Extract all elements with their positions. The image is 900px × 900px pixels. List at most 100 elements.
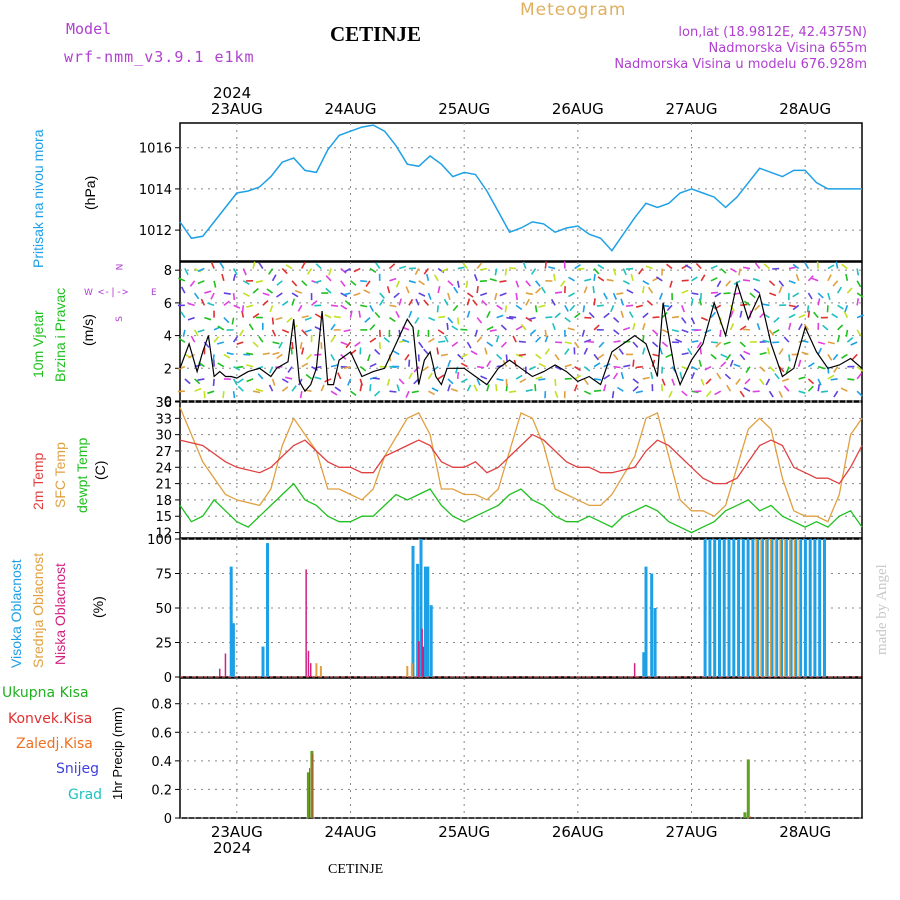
wind-barb (833, 366, 839, 373)
wind-barb (647, 286, 654, 294)
compass-west: W (84, 288, 93, 298)
wind-barb (212, 354, 215, 362)
total-precip-bar (310, 750, 314, 818)
wind-barb (661, 341, 669, 348)
wind-barb (769, 292, 777, 297)
wind-barb (392, 350, 400, 356)
wind-barb (752, 277, 760, 282)
wind-barb (598, 341, 605, 348)
wind-barb (845, 329, 849, 337)
wind-barb (354, 341, 361, 347)
wind-barb (699, 347, 703, 355)
wind-barb (742, 279, 751, 282)
wind-barb (847, 378, 855, 381)
y-tick-label: 27 (155, 445, 172, 460)
wind-barb (645, 265, 653, 270)
wind-barb (827, 292, 831, 301)
wind-barb (681, 329, 689, 334)
wind-barb (436, 305, 439, 313)
wind-barb (518, 353, 526, 357)
wind-barb (840, 387, 848, 392)
wind-barb (239, 329, 245, 337)
high-cloud-bar (718, 539, 721, 677)
wind-barb (856, 366, 864, 372)
wind-barb (325, 287, 332, 294)
wind-barb (324, 313, 332, 319)
wind-barb (476, 378, 481, 386)
wind-barb (730, 267, 737, 273)
wind-barb (856, 280, 862, 288)
low-cloud-bar (307, 650, 310, 677)
wind-barb (276, 292, 283, 298)
wind-barb (328, 268, 332, 276)
wind-barb (603, 292, 608, 300)
wind-barb (223, 292, 231, 295)
wind-barb (635, 390, 643, 394)
wind-barb (710, 341, 719, 344)
wind-barb (827, 341, 835, 345)
wind-barb (500, 324, 507, 331)
high-cloud-bar (746, 539, 750, 677)
wind-barb (807, 310, 811, 318)
high-cloud-bar (741, 539, 745, 677)
wind-barb (272, 341, 280, 345)
wind-barb (593, 273, 596, 281)
wind-barb (582, 305, 586, 313)
wind-barb (720, 361, 727, 368)
wind-barb (548, 266, 556, 270)
wind-barb (584, 278, 592, 282)
wind-barb (340, 304, 348, 310)
wind-barb (360, 304, 368, 308)
wind-barb (271, 317, 275, 325)
wind-barb (843, 310, 849, 318)
wind-barb (408, 280, 416, 284)
wind-barb (515, 304, 523, 311)
wind-barb (210, 261, 215, 269)
wind-barb (453, 286, 459, 294)
wind-barb (553, 273, 556, 281)
wind-barb (291, 292, 299, 298)
total-precip-bar (743, 812, 747, 818)
wind-barb (817, 384, 821, 392)
y-tick-label: 0 (164, 395, 172, 410)
wind-barb (564, 304, 569, 312)
day-label-bottom: 25AUG (438, 823, 490, 841)
mid-cloud-bar (315, 663, 318, 677)
wind-barb (724, 373, 732, 380)
wind-barb (203, 391, 206, 399)
wind-barb (299, 341, 303, 350)
wind-barb (827, 374, 835, 380)
y-tick-label: 0.2 (151, 783, 172, 798)
high-cloud-bar (644, 566, 648, 677)
wind-barb (389, 390, 397, 393)
wind-barb (219, 262, 225, 269)
wind-barb (535, 376, 543, 380)
compass-arrows: <-|-> (98, 287, 129, 298)
wind-barb (301, 261, 306, 269)
high-cloud-bar (813, 539, 817, 677)
high-cloud-bar (261, 646, 265, 677)
wind-barb (564, 341, 572, 345)
wind-barb (236, 341, 244, 345)
wind-barb (383, 336, 390, 343)
wind-barb (700, 274, 706, 282)
wind-barb (297, 304, 303, 312)
wind-barb (613, 317, 620, 323)
wind-barb (851, 353, 858, 361)
wind-barb (301, 280, 308, 287)
wind-barb (650, 371, 654, 380)
wind-barb (642, 280, 650, 285)
wind-barb (479, 267, 488, 271)
wind-barb (314, 376, 322, 380)
wind-barb (845, 273, 849, 281)
y-tick-label: 6 (164, 297, 172, 312)
wind-barb (742, 328, 751, 331)
wind-barb (456, 280, 460, 288)
wind-barb (486, 384, 490, 392)
wind-barb (783, 336, 790, 343)
wind-barb (358, 310, 362, 318)
wind-barb (856, 372, 863, 380)
wind-barb (832, 353, 839, 361)
wind-barb (474, 329, 478, 337)
wind-barb (792, 292, 800, 298)
